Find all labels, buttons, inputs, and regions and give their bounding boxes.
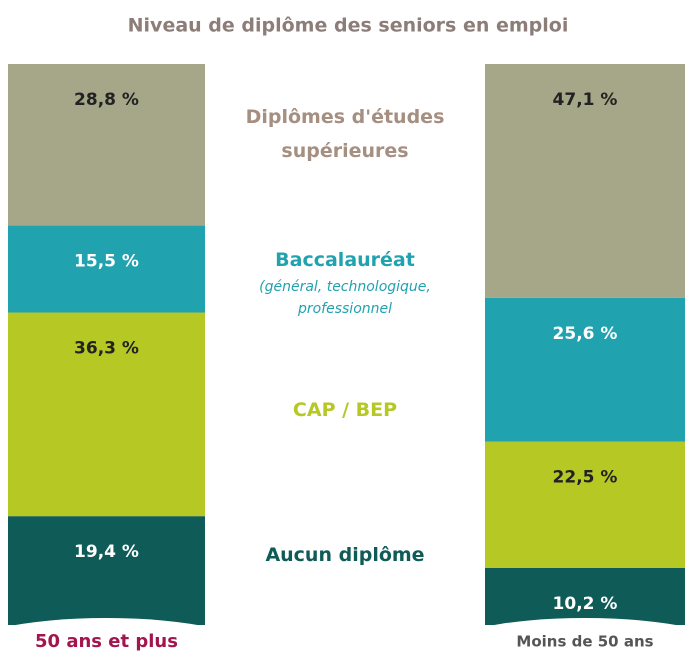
bar-segment bbox=[485, 64, 685, 298]
category-label: 50 ans et plus bbox=[35, 631, 178, 652]
bar-segment bbox=[8, 516, 205, 625]
value-label: 36,3 % bbox=[74, 339, 139, 359]
value-label: 28,8 % bbox=[74, 90, 139, 110]
series-label: Aucun diplôme bbox=[265, 544, 425, 566]
bar-segment bbox=[8, 64, 205, 226]
bar-segment bbox=[485, 567, 685, 625]
series-note: (général, technologique, professionnel bbox=[259, 279, 431, 317]
bar-segment bbox=[485, 441, 685, 568]
series-label: Diplômes d'études supérieures bbox=[245, 106, 445, 162]
value-label: 10,2 % bbox=[553, 594, 618, 614]
series-label: Baccalauréat bbox=[275, 249, 415, 271]
bar-segment bbox=[8, 312, 205, 517]
value-label: 25,6 % bbox=[553, 324, 618, 344]
bar-foot bbox=[435, 618, 697, 657]
bar-segment bbox=[485, 297, 685, 442]
value-label: 19,4 % bbox=[74, 542, 139, 562]
category-label: Moins de 50 ans bbox=[516, 633, 653, 651]
series-label: CAP / BEP bbox=[292, 399, 398, 421]
value-label: 22,5 % bbox=[553, 468, 618, 488]
chart-title: Niveau de diplôme des seniors en emploi bbox=[128, 15, 569, 37]
bar-foot bbox=[0, 618, 257, 657]
bar-segment bbox=[8, 225, 205, 313]
value-label: 47,1 % bbox=[553, 90, 618, 110]
value-label: 15,5 % bbox=[74, 252, 139, 272]
